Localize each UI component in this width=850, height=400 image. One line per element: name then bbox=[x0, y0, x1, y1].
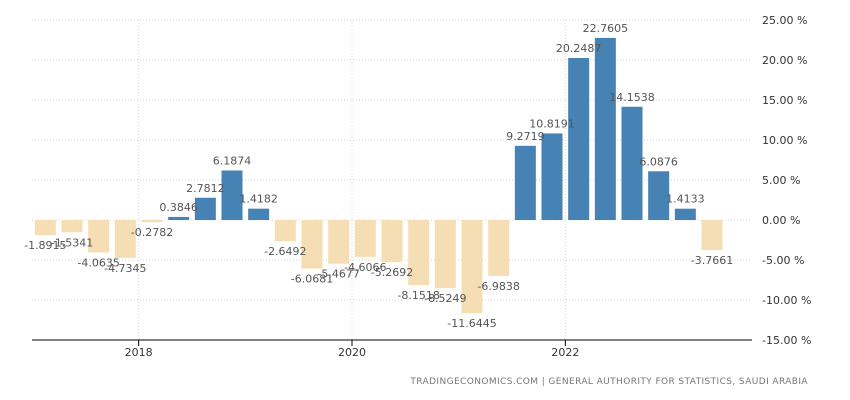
x-tick-label: 2018 bbox=[125, 346, 153, 359]
bar bbox=[328, 220, 350, 264]
y-tick-label: 20.00 % bbox=[762, 54, 807, 67]
bar bbox=[61, 220, 83, 233]
bar bbox=[488, 220, 510, 276]
data-label: -3.7661 bbox=[691, 254, 733, 267]
bar bbox=[354, 220, 376, 257]
y-tick-label: 25.00 % bbox=[762, 14, 807, 27]
bar bbox=[194, 197, 216, 220]
data-label: 2.7812 bbox=[186, 182, 225, 195]
bar bbox=[88, 220, 110, 253]
data-label: 6.1874 bbox=[213, 155, 252, 168]
data-label: -4.7345 bbox=[104, 262, 146, 275]
data-label: -6.0681 bbox=[291, 273, 333, 286]
x-axis: 2018 2020 2022 bbox=[32, 339, 752, 359]
data-label: -1.5341 bbox=[51, 236, 93, 249]
data-label: -5.4677 bbox=[317, 268, 359, 281]
bar bbox=[168, 216, 190, 220]
bar bbox=[301, 220, 323, 269]
grid-lines bbox=[32, 19, 752, 341]
bar bbox=[461, 220, 483, 314]
data-label: -4.6066 bbox=[344, 261, 386, 274]
bar bbox=[594, 37, 616, 220]
y-tick-label: 5.00 % bbox=[762, 174, 800, 187]
bar bbox=[141, 220, 163, 223]
bar bbox=[408, 220, 430, 286]
y-tick-label: -5.00 % bbox=[762, 254, 804, 267]
data-label: -8.1518 bbox=[397, 289, 439, 302]
data-label: -11.6445 bbox=[447, 317, 496, 330]
bar bbox=[648, 171, 670, 220]
data-label: 9.2719 bbox=[506, 130, 545, 143]
bar bbox=[114, 220, 136, 258]
bars bbox=[34, 37, 723, 314]
bar bbox=[541, 133, 563, 220]
data-label: 22.7605 bbox=[583, 22, 629, 35]
data-label: 6.0876 bbox=[639, 155, 678, 168]
y-tick-label: -15.00 % bbox=[762, 334, 811, 347]
data-label: -8.5249 bbox=[424, 292, 466, 305]
bar bbox=[568, 58, 590, 220]
source-credit: TRADINGECONOMICS.COM | GENERAL AUTHORITY… bbox=[410, 377, 808, 387]
y-axis: 25.00 % 20.00 % 15.00 % 10.00 % 5.00 % 0.00 %… bbox=[762, 14, 811, 347]
bar bbox=[221, 170, 243, 220]
bar bbox=[621, 106, 643, 220]
bar bbox=[514, 145, 536, 220]
data-label: 20.2487 bbox=[556, 42, 602, 55]
y-tick-label: 15.00 % bbox=[762, 94, 807, 107]
bar bbox=[274, 220, 296, 242]
bar bbox=[34, 220, 56, 236]
data-label: 1.4182 bbox=[239, 193, 278, 206]
data-labels: -1.8915-1.5341 -4.0635-4.7345 -0.2782 0.384… bbox=[24, 22, 733, 330]
bar bbox=[434, 220, 456, 289]
data-label: 14.1538 bbox=[609, 91, 655, 104]
y-tick-label: 0.00 % bbox=[762, 214, 800, 227]
data-label: 1.4133 bbox=[666, 193, 705, 206]
bar bbox=[248, 208, 270, 220]
y-tick-label: -10.00 % bbox=[762, 294, 811, 307]
x-tick-label: 2020 bbox=[338, 346, 366, 359]
data-label: -0.2782 bbox=[131, 226, 173, 239]
bar bbox=[381, 220, 403, 263]
x-tick-label: 2022 bbox=[551, 346, 579, 359]
data-label: -1.8915 bbox=[24, 239, 66, 252]
data-label: 10.8191 bbox=[529, 117, 575, 130]
bar bbox=[674, 208, 696, 220]
bar bbox=[701, 220, 723, 251]
data-label: -6.9838 bbox=[477, 280, 519, 293]
data-label: -2.6492 bbox=[264, 245, 306, 258]
data-label: -5.2692 bbox=[371, 266, 413, 279]
data-label: 0.3846 bbox=[159, 201, 198, 214]
data-label: -4.0635 bbox=[77, 257, 119, 270]
y-tick-label: 10.00 % bbox=[762, 134, 807, 147]
